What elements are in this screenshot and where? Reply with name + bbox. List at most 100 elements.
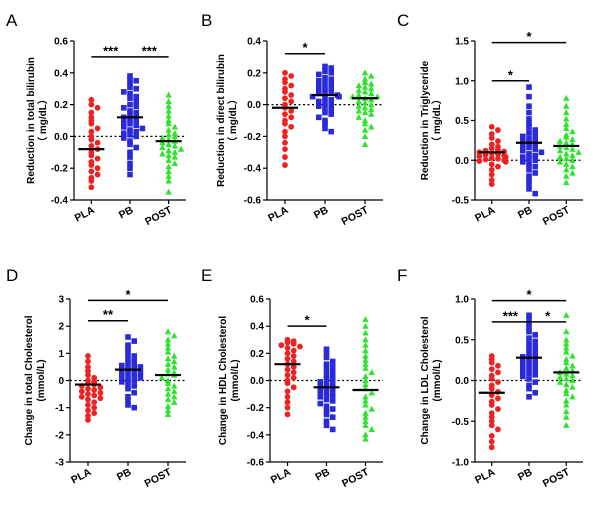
data-point-pla	[284, 366, 291, 373]
data-point-post	[355, 102, 363, 109]
data-point-pb	[133, 112, 139, 119]
data-point-post	[362, 360, 369, 367]
data-point-pb	[526, 177, 532, 183]
significance-label: ***	[103, 43, 119, 58]
data-point-pb	[133, 133, 139, 140]
data-point-pla	[85, 402, 91, 408]
data-point-pb	[328, 101, 334, 108]
category-label-post: POST	[143, 466, 174, 490]
data-point-pb	[127, 101, 133, 108]
y-axis-title: Change in LDL Cholesterol	[420, 316, 431, 444]
data-point-post	[361, 88, 369, 95]
data-point-post	[569, 169, 576, 176]
category-label-pb: PB	[313, 466, 332, 484]
data-point-pb	[137, 364, 144, 370]
data-point-pla	[495, 369, 501, 376]
data-point-pb	[133, 85, 139, 92]
data-point-post	[569, 128, 576, 135]
data-point-post	[171, 332, 178, 339]
data-point-pb	[137, 374, 144, 381]
data-point-post	[164, 348, 172, 355]
data-point-pb	[323, 366, 330, 373]
data-point-post	[171, 358, 178, 365]
data-point-pb	[121, 104, 127, 111]
data-point-pb	[329, 387, 336, 393]
data-point-post	[171, 352, 178, 359]
data-point-pb	[520, 368, 526, 375]
y-tick-label: 0.5	[455, 335, 469, 346]
y-tick-label: -0.4	[51, 196, 69, 207]
y-tick-label: 0.0	[250, 376, 264, 387]
data-point-pb	[520, 373, 526, 380]
data-point-pb	[127, 160, 133, 167]
data-point-post	[362, 341, 369, 348]
data-point-pla	[488, 410, 495, 416]
data-point-pla	[290, 353, 297, 359]
data-point-pb	[127, 111, 133, 117]
data-point-post	[164, 390, 172, 397]
data-point-pla	[282, 162, 288, 168]
data-point-post	[164, 360, 172, 367]
data-point-pb	[323, 346, 330, 353]
data-point-pb	[328, 106, 334, 113]
data-point-pb	[119, 373, 125, 380]
y-tick-label: 0.0	[247, 100, 261, 111]
data-point-post	[362, 322, 369, 329]
panel-letter: D	[6, 266, 18, 285]
data-point-post	[165, 140, 172, 147]
data-point-pb	[532, 170, 538, 176]
data-point-post	[569, 136, 576, 143]
data-point-pla	[488, 123, 495, 130]
data-point-post	[165, 112, 172, 119]
data-point-pb	[329, 383, 336, 389]
data-point-post	[159, 150, 166, 157]
panel-d: D -3 -2 -1 0 1 2 3 PLA PB POST Change in total Chol…	[6, 266, 186, 490]
y-tick-label: -0.4	[244, 164, 262, 175]
y-tick-label: -0.6	[244, 196, 262, 207]
data-point-post	[368, 368, 375, 375]
y-tick-label: -0.2	[247, 403, 265, 414]
panel-b: B -0.6 -0.4 -0.2 0.0 0.2 0.4 PLA PB POST Reduction…	[201, 11, 383, 228]
data-point-pb	[322, 95, 328, 102]
data-point-pb	[133, 117, 139, 124]
data-point-pb	[323, 411, 330, 418]
data-point-post	[569, 383, 576, 390]
data-point-post	[361, 133, 369, 139]
data-point-pb	[526, 312, 532, 319]
data-point-pla	[495, 163, 501, 170]
data-point-pb	[526, 116, 532, 122]
data-point-pla	[288, 123, 295, 130]
data-point-post	[164, 396, 172, 403]
data-point-pla	[284, 411, 291, 418]
category-label-pla: PLA	[69, 466, 94, 487]
data-point-pb	[317, 394, 324, 400]
data-point-pb	[328, 81, 334, 87]
category-label-pla: PLA	[73, 204, 98, 225]
y-tick-label: 0.2	[250, 349, 264, 360]
data-point-pla	[288, 92, 295, 98]
data-point-post	[355, 107, 363, 114]
data-point-pb	[329, 398, 336, 404]
y-tick-label: -0.2	[51, 164, 69, 175]
data-point-pb	[520, 133, 526, 140]
data-point-pla	[284, 380, 291, 387]
data-point-post	[362, 364, 369, 371]
data-point-pb	[316, 98, 322, 105]
data-point-post	[165, 126, 172, 133]
panel-f: F -1.0 -0.5 0.0 0.5 1.0 PLA PB POST Change in LDL…	[397, 266, 583, 490]
data-point-pla	[288, 98, 295, 105]
data-point-pb	[125, 380, 131, 387]
data-point-pla	[282, 120, 288, 127]
data-point-pla	[495, 426, 501, 433]
data-point-post	[164, 355, 172, 362]
data-point-pb	[127, 120, 133, 127]
data-point-pla	[94, 139, 101, 146]
data-point-pb	[133, 77, 139, 84]
data-point-pb	[131, 353, 137, 359]
data-point-pb	[526, 84, 532, 90]
data-point-post	[569, 377, 576, 384]
data-point-pla	[476, 158, 483, 164]
data-point-pla	[488, 141, 495, 148]
data-point-post	[563, 381, 570, 388]
data-point-pb	[526, 181, 532, 187]
